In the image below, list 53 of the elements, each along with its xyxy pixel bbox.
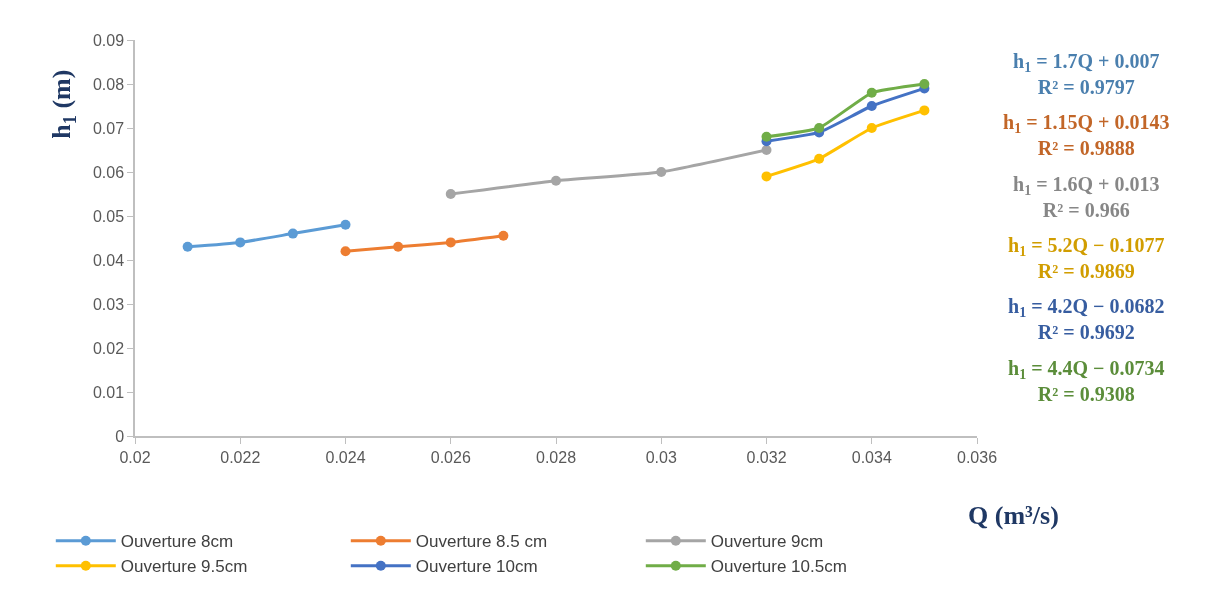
x-tick-label: 0.036 xyxy=(956,448,998,466)
point xyxy=(656,167,667,177)
point xyxy=(182,241,193,252)
x-tick-label: 0.032 xyxy=(746,448,787,466)
point xyxy=(498,230,509,241)
legend-label: Ouverture 10.5cm xyxy=(710,557,847,577)
legend-label: Ouverture 9.5cm xyxy=(120,557,248,577)
legend-label: Ouverture 8cm xyxy=(120,532,234,552)
point xyxy=(919,79,930,89)
point xyxy=(761,131,772,142)
legend-label: Ouverture 8.5 cm xyxy=(415,532,548,552)
text: h$_{1}$ = 1.6Q + 0.013 R² = 0.966 xyxy=(1013,173,1160,221)
y-tick-label: 0.08 xyxy=(92,75,125,93)
y-tick-label: 0.05 xyxy=(92,207,125,225)
y-tick-label: 0.09 xyxy=(92,31,125,49)
point xyxy=(814,123,825,133)
x-tick-label: 0.026 xyxy=(430,448,471,466)
point xyxy=(340,219,351,230)
x-tick-label: 0.022 xyxy=(220,448,261,466)
y-tick-label: 0.06 xyxy=(92,163,125,181)
x-tick-label: 0.028 xyxy=(535,448,577,466)
point xyxy=(445,237,456,248)
x-axis-title: Q (m³/s) xyxy=(968,501,1059,530)
point xyxy=(761,145,772,155)
y-tick-label: 0 xyxy=(115,427,125,445)
point xyxy=(235,237,246,248)
x-tick-label: 0.024 xyxy=(325,448,366,466)
point xyxy=(761,171,772,182)
y-tick-label: 0.02 xyxy=(92,339,125,357)
y-tick-label: 0.07 xyxy=(92,119,125,137)
point xyxy=(340,246,351,257)
point xyxy=(287,228,298,239)
text: h$_{1}$ = 4.2Q − 0.0682 R² = 0.9692 xyxy=(1008,295,1165,343)
text: h$_{1}$ = 1.7Q + 0.007 R² = 0.9797 xyxy=(1013,50,1160,98)
point xyxy=(866,87,877,98)
text: h$_{1}$ = 1.15Q + 0.0143 R² = 0.9888 xyxy=(1003,111,1170,159)
x-tick-label: 0.02 xyxy=(119,448,151,466)
legend-label: Ouverture 10cm xyxy=(415,557,538,577)
legend-label: Ouverture 9cm xyxy=(710,532,824,552)
point xyxy=(445,189,456,199)
point xyxy=(551,175,561,186)
text: h$_{1}$ = 5.2Q − 0.1077 R² = 0.9869 xyxy=(1008,234,1165,282)
text: h$_{1}$ = 4.4Q − 0.0734 R² = 0.9308 xyxy=(1008,357,1165,405)
point xyxy=(866,123,877,133)
y-tick-label: 0.04 xyxy=(92,251,125,269)
point xyxy=(866,101,877,111)
y-tick-label: 0.01 xyxy=(92,383,125,401)
point xyxy=(814,153,825,164)
point xyxy=(393,241,404,252)
y-tick-label: 0.03 xyxy=(92,295,125,313)
point xyxy=(919,105,930,116)
x-tick-label: 0.034 xyxy=(851,448,892,466)
x-tick-label: 0.03 xyxy=(645,448,677,466)
